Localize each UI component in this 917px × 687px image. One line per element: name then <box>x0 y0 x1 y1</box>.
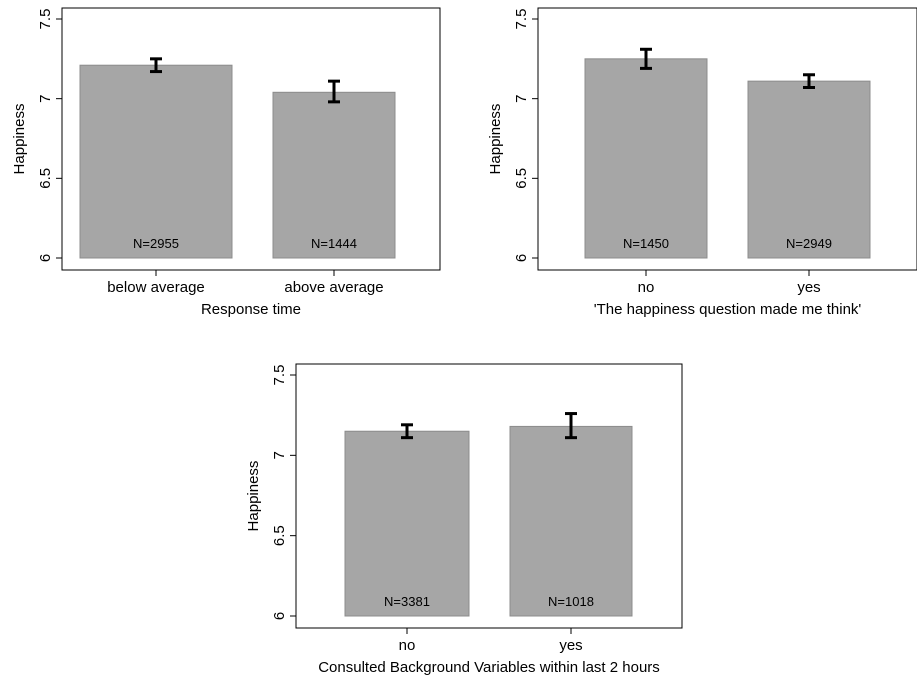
chart-panel-2: 6 6.5 7 7.5 Happiness N=1450 no N=2949 yes 'The h… <box>487 7 917 318</box>
x-tick-label: yes <box>559 637 582 654</box>
x-tick-label: above average <box>284 279 383 296</box>
x-tick-label: no <box>638 279 655 296</box>
n-label: N=1450 <box>623 236 669 251</box>
plot-frame <box>61 7 441 271</box>
x-tick-label: no <box>399 637 416 654</box>
n-label: N=1018 <box>548 594 594 609</box>
y-tick-label: 7.5 <box>37 9 54 30</box>
bar <box>747 80 871 259</box>
bar <box>344 430 470 617</box>
x-tick-label: yes <box>797 279 820 296</box>
y-tick-label: 6.5 <box>271 525 288 546</box>
y-tick-label: 7.5 <box>271 365 288 386</box>
y-tick-label: 7.5 <box>513 9 530 30</box>
bar <box>584 58 708 259</box>
bar <box>272 91 396 259</box>
x-tick-label: below average <box>107 279 205 296</box>
bar <box>509 425 633 617</box>
y-tick-label: 6.5 <box>37 168 54 189</box>
n-label: N=1444 <box>311 236 357 251</box>
n-label: N=3381 <box>384 594 430 609</box>
y-axis-title: Happiness <box>245 461 262 532</box>
chart-panel-1: 6 6.5 7 7.5 Happiness N=2955 below average N=14… <box>11 7 441 318</box>
y-tick-label: 6.5 <box>513 168 530 189</box>
plot-frame <box>537 7 917 271</box>
n-label: N=2949 <box>786 236 832 251</box>
y-tick-label: 7 <box>513 94 530 102</box>
y-tick-label: 6 <box>37 254 54 262</box>
y-tick-label: 7 <box>271 451 288 459</box>
y-tick-label: 6 <box>271 612 288 620</box>
y-axis-title: Happiness <box>11 104 28 175</box>
n-label: N=2955 <box>133 236 179 251</box>
y-axis-title: Happiness <box>487 104 504 175</box>
y-tick-label: 7 <box>37 94 54 102</box>
bar <box>79 64 233 259</box>
y-tick-label: 6 <box>513 254 530 262</box>
chart-panel-3: 6 6.5 7 7.5 Happiness N=3381 no N=1018 yes Consul… <box>245 363 683 676</box>
x-axis-title: 'The happiness question made me think' <box>594 301 862 318</box>
plot-frame <box>295 363 683 629</box>
x-axis-title: Response time <box>201 301 301 318</box>
x-axis-title: Consulted Background Variables within la… <box>318 659 660 676</box>
